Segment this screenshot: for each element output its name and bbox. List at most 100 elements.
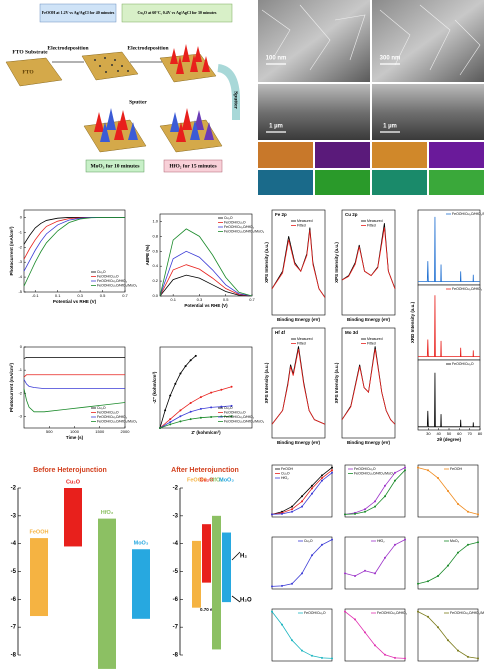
data-point (230, 415, 233, 418)
y-tick-label: 0.4 (152, 263, 158, 268)
data-point (374, 500, 376, 503)
x-tick-label: 0.7 (249, 297, 255, 302)
legend-label: Measured (297, 219, 313, 223)
y-axis-label: XPS Intensity (a.u.) (334, 362, 339, 403)
x-axis-label: Potential vs RHE (V) (53, 299, 97, 304)
y-tick-label: -4 (173, 541, 179, 547)
data-point (331, 469, 333, 472)
data-point (417, 610, 419, 613)
data-point (467, 655, 469, 658)
plot-frame (341, 327, 396, 439)
data-point (364, 631, 366, 634)
x-axis-label: Binding Energy (eV) (277, 317, 321, 322)
y-tick-label: -2 (18, 244, 22, 249)
series-line (159, 274, 253, 297)
series-line (159, 405, 232, 429)
eds-map (372, 170, 427, 195)
plot-frame (417, 464, 479, 518)
data-point (311, 654, 313, 657)
y-tick-label: -2 (18, 390, 22, 395)
band (30, 538, 48, 617)
x-axis-label: 2θ (degree) (437, 437, 461, 442)
y-tick-label: -4 (11, 541, 17, 547)
plot-frame (159, 346, 253, 429)
legend-label: FeOOH/Cu₂O/HfO₂/MoO₃ (97, 419, 138, 423)
data-point (271, 585, 273, 588)
step2-label: Electrodeposition (127, 45, 168, 51)
series-line (23, 217, 125, 287)
data-point (210, 415, 213, 418)
x-tick-label: 0.3 (77, 293, 83, 298)
series-line (341, 227, 396, 289)
data-point (354, 512, 356, 515)
data-point (384, 495, 386, 498)
series-line (23, 379, 125, 390)
data-point (199, 396, 202, 399)
data-point (210, 406, 213, 409)
data-point (301, 495, 303, 498)
plot-frame (271, 464, 333, 518)
data-point (189, 418, 192, 421)
eds-map (258, 142, 313, 168)
x-tick-label: 80 (478, 431, 483, 436)
data-point (271, 610, 273, 613)
feooh-label: FeOOH at 1.2V vs Ag/AgCl for 40 minutes (42, 10, 115, 15)
legend-label: FeOOH/Cu₂O (452, 362, 474, 366)
x-tick-label: 0.3 (197, 297, 203, 302)
plot-frame (344, 608, 406, 662)
data-point (364, 508, 366, 511)
series-line (418, 295, 480, 357)
y-tick-label: -3 (173, 513, 179, 519)
y-tick-label: -7 (11, 625, 17, 631)
x-axis-label: Potential vs RHE (V) (184, 303, 228, 308)
data-point (169, 421, 172, 424)
feooh-box (39, 3, 117, 23)
legend-label: FeOOH/Cu₂O (354, 467, 376, 471)
data-point (331, 466, 333, 469)
series-line (418, 216, 480, 282)
data-point (281, 512, 283, 515)
sputter-label: Sputter (129, 99, 147, 105)
legend-label: FeOOH/Cu₂O/HfO₂/MoO₃ (97, 283, 138, 287)
y-tick-label: -5 (173, 569, 179, 575)
moo3-cones (94, 108, 138, 142)
sputter-arrow-label: Sputter (233, 91, 239, 109)
h2-label: H₂ (240, 554, 247, 560)
y-axis-label: ABPE (%) (145, 244, 150, 265)
plot-frame (271, 209, 326, 316)
data-point (230, 404, 233, 407)
data-point (291, 510, 293, 513)
data-point (159, 427, 161, 429)
y-tick-label: -5 (11, 569, 17, 575)
series-line (418, 372, 480, 428)
data-point (321, 477, 323, 479)
data-point (404, 538, 406, 541)
data-point (311, 554, 313, 557)
x-tick-label: 0.5 (223, 297, 229, 302)
data-point (344, 513, 346, 516)
y-tick-label: -6 (173, 597, 179, 603)
data-point (477, 657, 479, 660)
data-point (477, 513, 479, 516)
data-point (230, 385, 233, 388)
data-point (467, 510, 469, 513)
y-tick-label: -2 (11, 486, 17, 492)
data-point (404, 657, 406, 660)
data-point (189, 401, 192, 404)
series-line (159, 264, 253, 297)
material-label: FeOOH (30, 530, 49, 536)
schematic: FeOOH at 1.2V vs Ag/AgCl for 40 minutes … (5, 3, 240, 173)
legend-label: Fitted (367, 341, 376, 345)
x-tick-label: 0.5 (100, 293, 106, 298)
y-tick-label: -3 (18, 259, 22, 264)
data-point (311, 484, 313, 487)
band (132, 549, 150, 619)
data-point (179, 409, 182, 412)
data-point (404, 466, 406, 469)
eds-map (429, 142, 484, 168)
data-point (344, 572, 346, 575)
data-point (354, 575, 356, 577)
legend-label: FeOOH/Cu₂O/HfO₂/MoO₃ (224, 229, 265, 233)
data-point (199, 416, 202, 419)
